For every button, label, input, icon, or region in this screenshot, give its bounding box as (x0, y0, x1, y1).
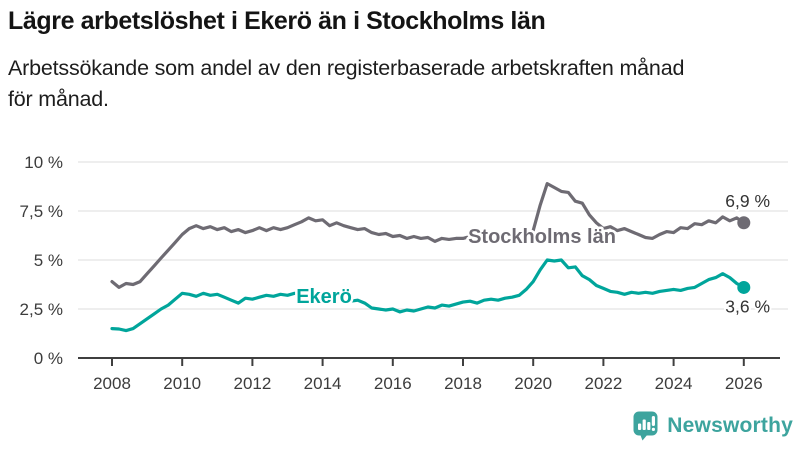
x-tick-label: 2020 (514, 374, 552, 393)
chart-title: Lägre arbetslöshet i Ekerö än i Stockhol… (8, 7, 546, 35)
series-end-value-stockholms-lan: 6,9 % (725, 191, 770, 211)
y-tick-label: 7,5 % (20, 202, 63, 221)
x-tick-label: 2014 (304, 374, 342, 393)
series-label-ekero: Ekerö (296, 286, 352, 308)
x-tick-label: 2026 (725, 374, 763, 393)
y-tick-label: 2,5 % (20, 300, 63, 319)
y-tick-label: 10 % (24, 153, 63, 172)
y-tick-label: 0 % (34, 349, 63, 368)
x-tick-label: 2012 (233, 374, 271, 393)
newsworthy-logo[interactable]: Newsworthy (633, 411, 793, 441)
chart-header: Lägre arbetslöshet i Ekerö än i Stockhol… (8, 6, 794, 115)
chart-subtitle-line2: för månad. (8, 87, 109, 111)
chart-subtitle-line1: Arbetssökande som andel av den registerb… (8, 56, 685, 80)
x-tick-label: 2008 (93, 374, 131, 393)
chart-subtitle: Arbetssökande som andel av den registerb… (8, 53, 794, 115)
x-tick-label: 2022 (584, 374, 622, 393)
x-tick-label: 2024 (655, 374, 693, 393)
series-label-stockholms-lan: Stockholms län (468, 226, 616, 248)
series-end-value-ekero: 3,6 % (725, 296, 770, 316)
series-line-ekero (110, 258, 746, 333)
x-tick-label: 2018 (444, 374, 482, 393)
series-line-stockholms-lan (110, 182, 746, 289)
series-end-dot-stockholms-lan (737, 216, 751, 230)
x-tick-label: 2010 (163, 374, 201, 393)
series-end-dot-ekero (737, 280, 751, 294)
y-tick-label: 5 % (34, 251, 63, 270)
newsworthy-wordmark: Newsworthy (667, 414, 793, 437)
bar-chart-bubble-icon (633, 411, 658, 441)
x-tick-label: 2016 (374, 374, 412, 393)
